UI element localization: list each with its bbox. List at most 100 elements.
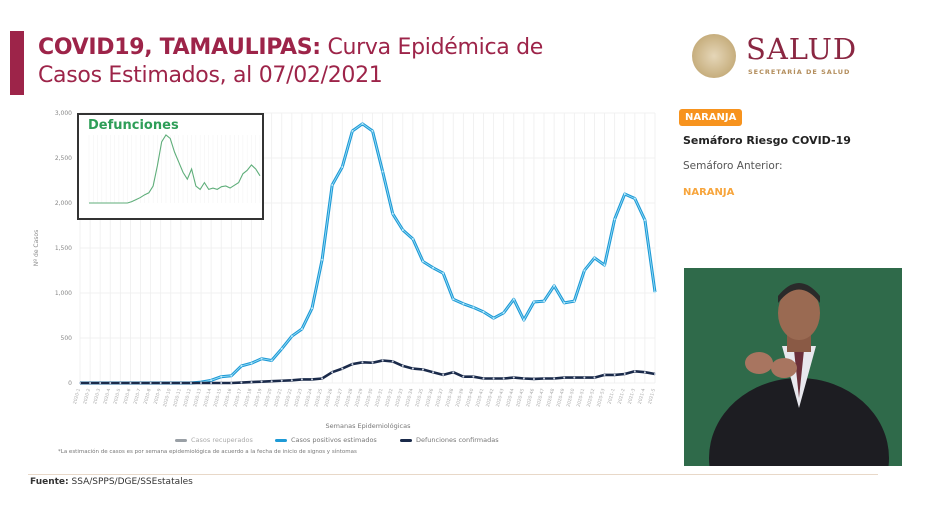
x-tick-label: 2020-25 <box>313 388 324 408</box>
data-point <box>290 335 293 338</box>
x-tick-label: 2020-8 <box>143 388 153 405</box>
data-point <box>371 130 374 132</box>
x-tick-label: 2020-15 <box>212 388 223 408</box>
x-tick-label: 2020-17 <box>233 388 244 408</box>
data-point <box>432 371 435 374</box>
data-point <box>240 381 243 384</box>
y-tick-label: 0 <box>68 380 72 387</box>
data-point <box>553 284 556 287</box>
x-tick-label: 2020-23 <box>293 388 304 408</box>
x-axis-ticks: 2020-1 2020-2 2020-3 2020-4 2020-5 2020-6 2020… <box>72 388 657 408</box>
x-tick-label: 2020-53 <box>596 388 607 408</box>
data-point <box>250 381 253 384</box>
data-point <box>401 229 404 231</box>
data-point <box>452 371 455 374</box>
national-seal-icon <box>692 34 736 78</box>
x-tick-label: 2020-26 <box>323 388 334 408</box>
data-point <box>543 377 546 380</box>
data-point <box>99 382 102 384</box>
series-line-defunciones <box>80 359 656 385</box>
data-point <box>381 170 384 173</box>
y-tick-label: 2,500 <box>55 155 72 162</box>
data-point <box>532 301 535 303</box>
x-tick-label: 2020-36 <box>424 388 435 408</box>
data-point <box>522 319 525 321</box>
data-point <box>603 373 606 376</box>
legend-label: Defunciones confirmadas <box>416 436 499 444</box>
data-point <box>331 371 334 374</box>
x-tick-label: 2021-2 <box>617 388 627 405</box>
data-point <box>401 364 404 367</box>
x-tick-label: 2020-20 <box>263 388 274 408</box>
x-tick-label: 2020-46 <box>525 388 536 408</box>
data-point <box>109 382 112 384</box>
data-point <box>583 269 586 272</box>
x-tick-label: 2020-5 <box>112 388 122 405</box>
data-point <box>411 238 414 240</box>
data-point <box>512 376 515 379</box>
semaforo-previous-value: NARANJA <box>683 187 735 198</box>
data-point <box>189 382 192 384</box>
data-point <box>321 377 324 380</box>
inset-series-line <box>89 134 261 204</box>
x-tick-label: 2020-45 <box>515 388 526 408</box>
y-tick-label: 1,000 <box>55 290 72 297</box>
legend-defunciones: Defunciones confirmadas <box>400 436 499 444</box>
data-point <box>300 328 303 330</box>
data-point <box>492 377 495 380</box>
x-tick-label: 2020-50 <box>566 388 577 408</box>
data-point <box>361 122 364 125</box>
data-point <box>321 258 324 261</box>
y-axis-label: Nº de Casos <box>33 230 40 266</box>
x-tick-label: 2020-24 <box>303 388 314 408</box>
data-point <box>240 364 243 367</box>
data-point <box>331 184 334 186</box>
semaforo-label: Semáforo Riesgo COVID-19 <box>683 134 851 147</box>
interpreter-figure <box>709 283 889 466</box>
defunciones-inset-chart: Defunciones <box>77 113 264 220</box>
data-point <box>573 376 576 379</box>
data-point <box>89 382 92 384</box>
data-point <box>280 347 283 350</box>
x-tick-label: 2020-29 <box>354 388 365 408</box>
y-tick-label: 3,000 <box>55 110 72 117</box>
data-point <box>220 375 223 378</box>
data-point <box>502 377 505 380</box>
data-point <box>361 361 364 364</box>
x-tick-label: 2021-5 <box>647 388 657 405</box>
data-point <box>613 373 616 376</box>
data-point <box>643 219 646 222</box>
data-point <box>230 382 233 384</box>
data-point <box>260 380 263 383</box>
legend-swatch <box>400 438 412 442</box>
x-tick-label: 2020-49 <box>555 388 566 408</box>
data-point <box>482 310 485 313</box>
data-point <box>442 272 445 275</box>
data-point <box>341 166 344 168</box>
data-point <box>341 367 344 370</box>
x-tick-label: 2020-14 <box>202 388 213 408</box>
x-tick-label: 2020-6 <box>122 388 132 405</box>
data-point <box>280 379 283 382</box>
x-tick-label: 2020-48 <box>545 388 556 408</box>
data-point <box>149 382 152 384</box>
x-tick-label: 2020-40 <box>465 388 476 408</box>
data-point <box>351 363 354 366</box>
data-point <box>593 376 596 379</box>
data-point <box>129 382 132 384</box>
source-line: Fuente: SSA/SPPS/DGE/SSEstatales <box>30 477 193 487</box>
data-point <box>311 378 314 381</box>
data-point <box>623 193 626 195</box>
x-tick-label: 2020-30 <box>364 388 375 408</box>
footer-divider <box>28 474 878 475</box>
data-point <box>492 317 495 320</box>
data-point <box>532 377 535 380</box>
data-point <box>250 362 253 365</box>
x-tick-label: 2020-27 <box>334 388 345 408</box>
y-tick-label: 2,000 <box>55 200 72 207</box>
data-point <box>179 382 182 384</box>
data-point <box>563 376 566 379</box>
data-point <box>603 264 606 267</box>
series-lines <box>79 122 657 385</box>
data-point <box>139 382 142 384</box>
